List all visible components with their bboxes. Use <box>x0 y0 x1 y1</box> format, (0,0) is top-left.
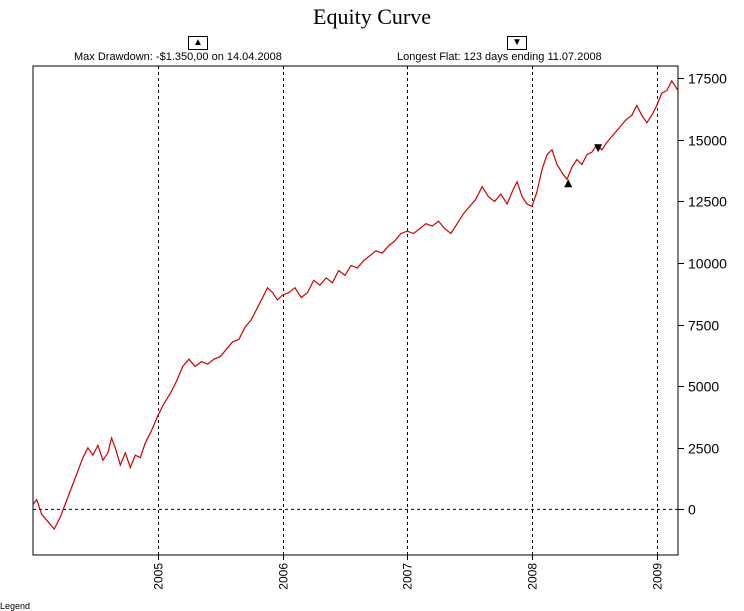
max-drawdown-marker-button[interactable]: ▲ <box>188 36 208 50</box>
triangle-up-icon: ▲ <box>193 37 203 48</box>
plot-area <box>32 65 679 556</box>
y-tick-label: 15000 <box>688 133 727 149</box>
chart-title: Equity Curve <box>313 4 431 29</box>
longest-flat-marker-button[interactable]: ▼ <box>507 36 527 50</box>
y-tick-label: 7500 <box>688 318 719 334</box>
y-tick-label: 2500 <box>688 441 719 457</box>
y-tick-label: 12500 <box>688 194 727 210</box>
y-tick-label: 17500 <box>688 71 727 87</box>
x-tick-label: 2007 <box>401 563 415 590</box>
x-tick-label: 2006 <box>277 563 291 590</box>
x-tick-label: 2008 <box>526 563 540 590</box>
longest-flat-marker <box>594 144 603 153</box>
y-tick-label: 5000 <box>688 379 719 395</box>
max-drawdown-label: Max Drawdown: -$1.350,00 on 14.04.2008 <box>74 51 282 63</box>
longest-flat-label: Longest Flat: 123 days ending 11.07.2008 <box>397 51 602 63</box>
x-tick-label: 2005 <box>152 563 166 590</box>
x-tick-label: 2009 <box>651 563 665 590</box>
max-drawdown-marker <box>564 179 573 188</box>
y-tick-label: 0 <box>688 502 696 518</box>
y-tick-label: 10000 <box>688 256 727 272</box>
triangle-down-icon: ▼ <box>512 37 522 48</box>
equity-series-line <box>32 79 679 531</box>
legend-label: Legend <box>0 601 31 611</box>
